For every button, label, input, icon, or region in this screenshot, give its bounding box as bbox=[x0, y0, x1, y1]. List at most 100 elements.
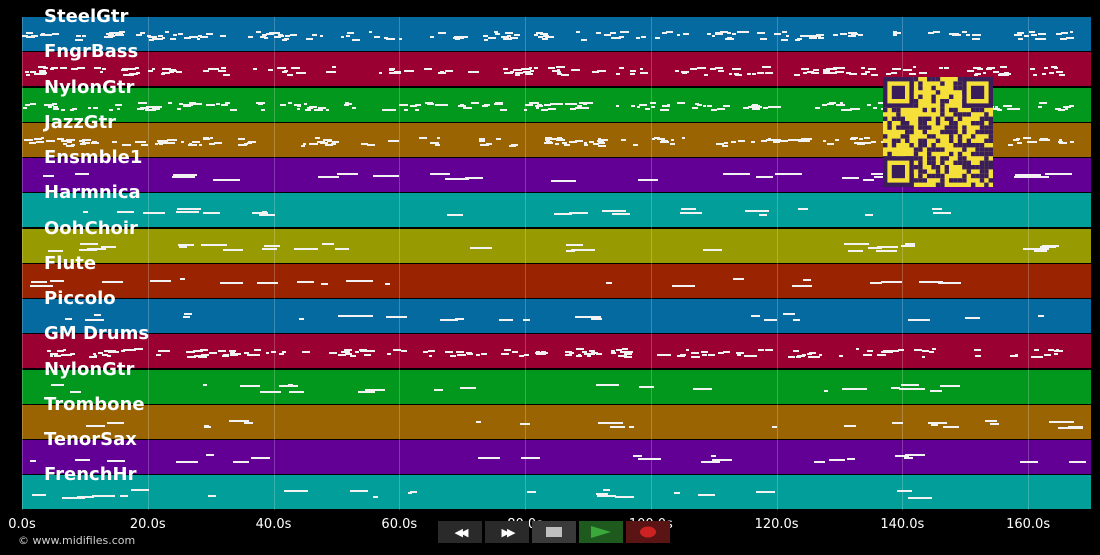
note bbox=[301, 350, 310, 353]
note bbox=[102, 354, 108, 357]
note bbox=[568, 211, 589, 214]
note bbox=[1055, 71, 1063, 74]
note bbox=[52, 33, 59, 36]
note bbox=[1058, 138, 1062, 141]
note bbox=[70, 391, 81, 394]
note bbox=[81, 142, 91, 145]
note bbox=[325, 70, 333, 73]
note bbox=[483, 104, 490, 107]
note bbox=[891, 68, 901, 71]
note bbox=[134, 140, 139, 143]
note bbox=[710, 108, 717, 111]
note bbox=[393, 348, 401, 351]
note bbox=[851, 137, 859, 140]
note bbox=[497, 138, 501, 141]
note bbox=[774, 173, 803, 176]
note bbox=[569, 351, 575, 354]
note bbox=[616, 104, 620, 107]
note bbox=[334, 248, 349, 251]
note bbox=[765, 72, 773, 75]
note bbox=[169, 71, 174, 74]
note bbox=[183, 313, 192, 316]
note bbox=[372, 175, 400, 178]
note bbox=[180, 278, 186, 281]
note bbox=[586, 101, 593, 104]
note bbox=[638, 458, 661, 461]
note bbox=[855, 142, 864, 145]
note bbox=[49, 355, 53, 358]
note bbox=[254, 348, 261, 351]
note bbox=[1059, 142, 1067, 145]
note bbox=[932, 212, 952, 215]
note bbox=[228, 349, 236, 352]
note bbox=[189, 350, 195, 353]
note bbox=[1032, 73, 1038, 76]
record-button[interactable] bbox=[626, 521, 670, 543]
note bbox=[1043, 138, 1051, 141]
note bbox=[1014, 107, 1020, 110]
note bbox=[747, 73, 751, 76]
note bbox=[810, 72, 820, 75]
note bbox=[591, 352, 599, 355]
note bbox=[345, 352, 353, 355]
note bbox=[514, 34, 520, 37]
track-lane bbox=[22, 475, 1091, 510]
play-button[interactable] bbox=[579, 521, 623, 543]
note bbox=[618, 355, 627, 358]
note bbox=[581, 106, 589, 109]
rewind-button[interactable]: ◀◀ bbox=[438, 521, 482, 543]
rewind-icon: ◀◀ bbox=[454, 525, 469, 539]
note bbox=[25, 73, 30, 76]
note bbox=[90, 141, 100, 144]
note bbox=[711, 458, 733, 461]
note bbox=[300, 144, 306, 147]
note bbox=[206, 454, 214, 457]
note bbox=[932, 348, 937, 351]
note bbox=[399, 104, 408, 107]
note bbox=[521, 68, 529, 71]
note bbox=[455, 350, 465, 353]
note bbox=[139, 107, 145, 110]
note bbox=[890, 350, 896, 353]
note bbox=[722, 104, 731, 107]
note bbox=[1045, 173, 1073, 175]
note bbox=[108, 32, 113, 35]
note bbox=[270, 32, 278, 35]
note bbox=[46, 349, 52, 352]
note bbox=[67, 353, 73, 356]
note bbox=[76, 496, 94, 499]
note bbox=[542, 32, 549, 35]
note bbox=[597, 139, 605, 142]
note bbox=[39, 72, 47, 75]
note bbox=[192, 350, 200, 353]
record-icon bbox=[640, 526, 656, 538]
note bbox=[806, 353, 813, 356]
note bbox=[534, 102, 540, 104]
note bbox=[762, 66, 772, 69]
note bbox=[118, 34, 124, 37]
note bbox=[277, 33, 281, 36]
note bbox=[986, 66, 996, 69]
note bbox=[347, 315, 373, 318]
note bbox=[962, 31, 967, 34]
stop-button[interactable] bbox=[532, 521, 576, 543]
note bbox=[715, 67, 723, 70]
note bbox=[96, 67, 101, 70]
note bbox=[772, 141, 780, 144]
note bbox=[801, 138, 806, 141]
note bbox=[199, 349, 208, 352]
note bbox=[873, 176, 892, 179]
note bbox=[767, 105, 777, 108]
note bbox=[270, 351, 276, 354]
fast-forward-button[interactable]: ▶▶ bbox=[485, 521, 529, 543]
note bbox=[172, 174, 185, 177]
note bbox=[279, 33, 284, 36]
transport-controls: ◀◀ ▶▶ bbox=[438, 521, 670, 543]
note bbox=[165, 141, 172, 144]
note bbox=[769, 138, 778, 141]
note bbox=[172, 70, 177, 73]
note bbox=[276, 32, 281, 35]
note bbox=[81, 138, 91, 141]
note bbox=[1037, 315, 1044, 318]
note bbox=[1018, 33, 1022, 36]
